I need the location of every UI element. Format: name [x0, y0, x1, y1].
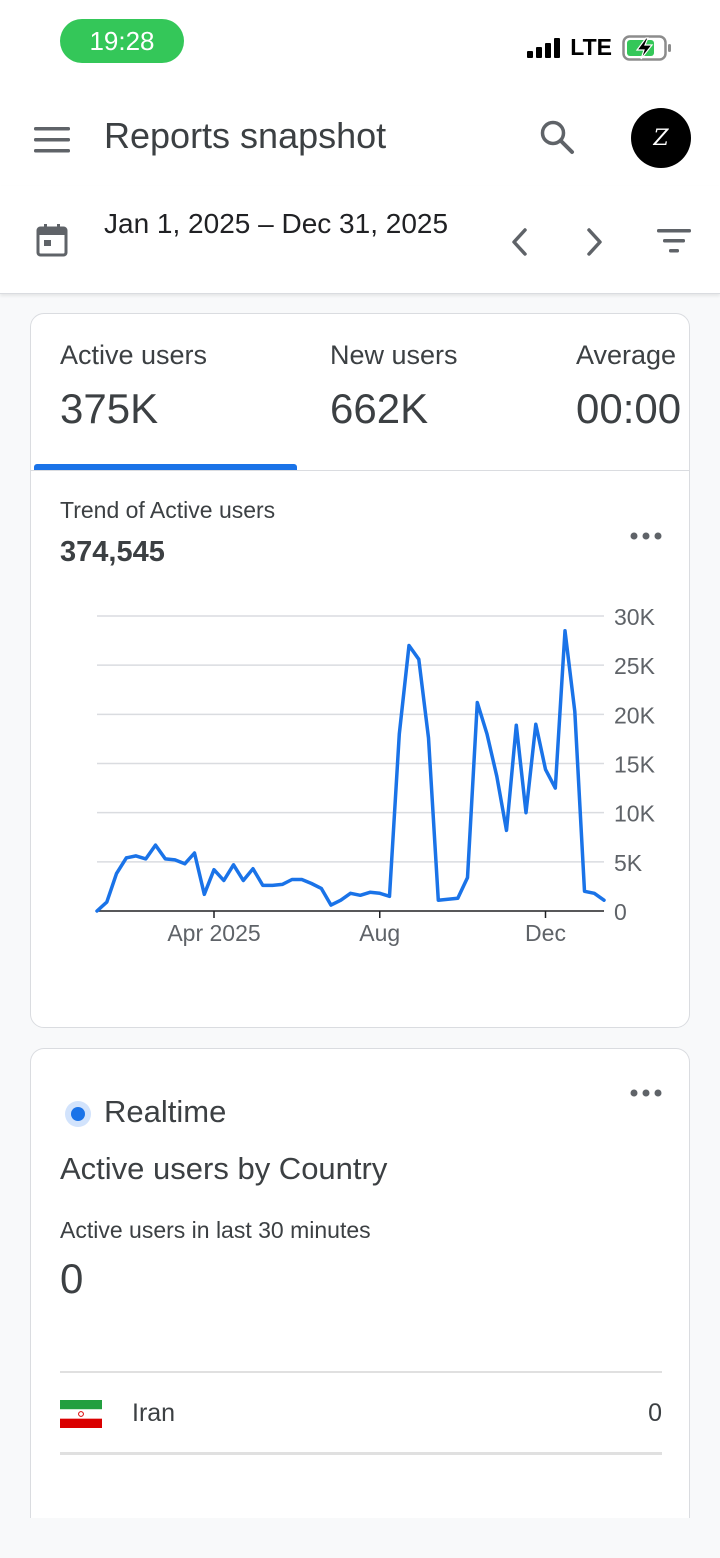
x-tick-label: Apr 2025	[167, 920, 260, 946]
metric-value: 00:00	[576, 385, 682, 432]
metric-label: Average	[576, 340, 677, 370]
y-tick-label: 20K	[614, 702, 656, 728]
menu-icon[interactable]	[34, 127, 70, 153]
metric-value: 375K	[60, 385, 159, 432]
y-tick-label: 30K	[614, 604, 656, 630]
search-icon[interactable]	[538, 118, 578, 158]
iran-flag-icon	[60, 1400, 102, 1428]
filter-icon[interactable]	[656, 226, 692, 256]
network-type: LTE	[570, 34, 612, 60]
y-tick-label: 10K	[614, 801, 656, 827]
calendar-icon[interactable]	[36, 223, 68, 257]
chevron-left-icon[interactable]	[506, 226, 534, 258]
y-tick-label: 0	[614, 899, 627, 925]
metric-label: New users	[330, 340, 458, 370]
status-time: 19:28	[60, 19, 184, 63]
country-value: 0	[648, 1399, 662, 1427]
tab-divider	[31, 470, 689, 471]
trend-label: Trend of Active users	[60, 497, 276, 523]
metric-label: Active users	[60, 340, 208, 370]
divider	[60, 1452, 662, 1455]
page-title: Reports snapshot	[104, 115, 387, 156]
realtime-subtitle: Active users in last 30 minutes	[60, 1217, 371, 1243]
more-options-icon[interactable]	[629, 1083, 663, 1103]
trend-value: 374,545	[60, 536, 165, 568]
realtime-dot-icon	[65, 1101, 91, 1127]
app-bar	[0, 90, 720, 186]
metric-tab-new-users[interactable]: New users 662K	[330, 340, 458, 433]
y-tick-label: 25K	[614, 653, 656, 679]
metric-tab-average[interactable]: Average 00:00	[576, 340, 681, 433]
metric-value: 662K	[330, 385, 429, 432]
country-row[interactable]: Iran 0	[60, 1389, 662, 1451]
realtime-card: Realtime Active users by Country Active …	[30, 1048, 690, 1518]
status-bar: 19:28 LTE	[0, 0, 720, 90]
signal-icon	[527, 37, 561, 58]
realtime-value: 0	[60, 1255, 84, 1302]
status-indicators: LTE	[527, 34, 672, 61]
more-options-icon[interactable]	[629, 526, 663, 546]
realtime-label: Realtime	[104, 1094, 227, 1129]
realtime-title: Active users by Country	[60, 1151, 388, 1186]
battery-charging-icon	[622, 34, 671, 61]
date-range[interactable]: Jan 1, 2025 – Dec 31, 2025	[104, 208, 449, 239]
y-tick-label: 15K	[614, 752, 656, 778]
metrics-card: Active users 375K New users 662K Average…	[30, 313, 690, 1028]
country-name: Iran	[132, 1399, 176, 1427]
y-tick-label: 5K	[614, 850, 643, 876]
active-tab-indicator	[34, 464, 297, 470]
x-tick-label: Dec	[525, 920, 566, 946]
divider	[60, 1371, 662, 1373]
x-tick-label: Aug	[359, 920, 400, 946]
chevron-right-icon[interactable]	[580, 226, 608, 258]
trend-chart: 30K 25K 20K 15K 10K 5K 0 Apr 2025 Aug Dec	[95, 604, 656, 946]
series-line	[95, 629, 606, 913]
metric-tab-active-users[interactable]: Active users 375K	[60, 340, 207, 433]
avatar[interactable]: Z	[631, 108, 691, 168]
